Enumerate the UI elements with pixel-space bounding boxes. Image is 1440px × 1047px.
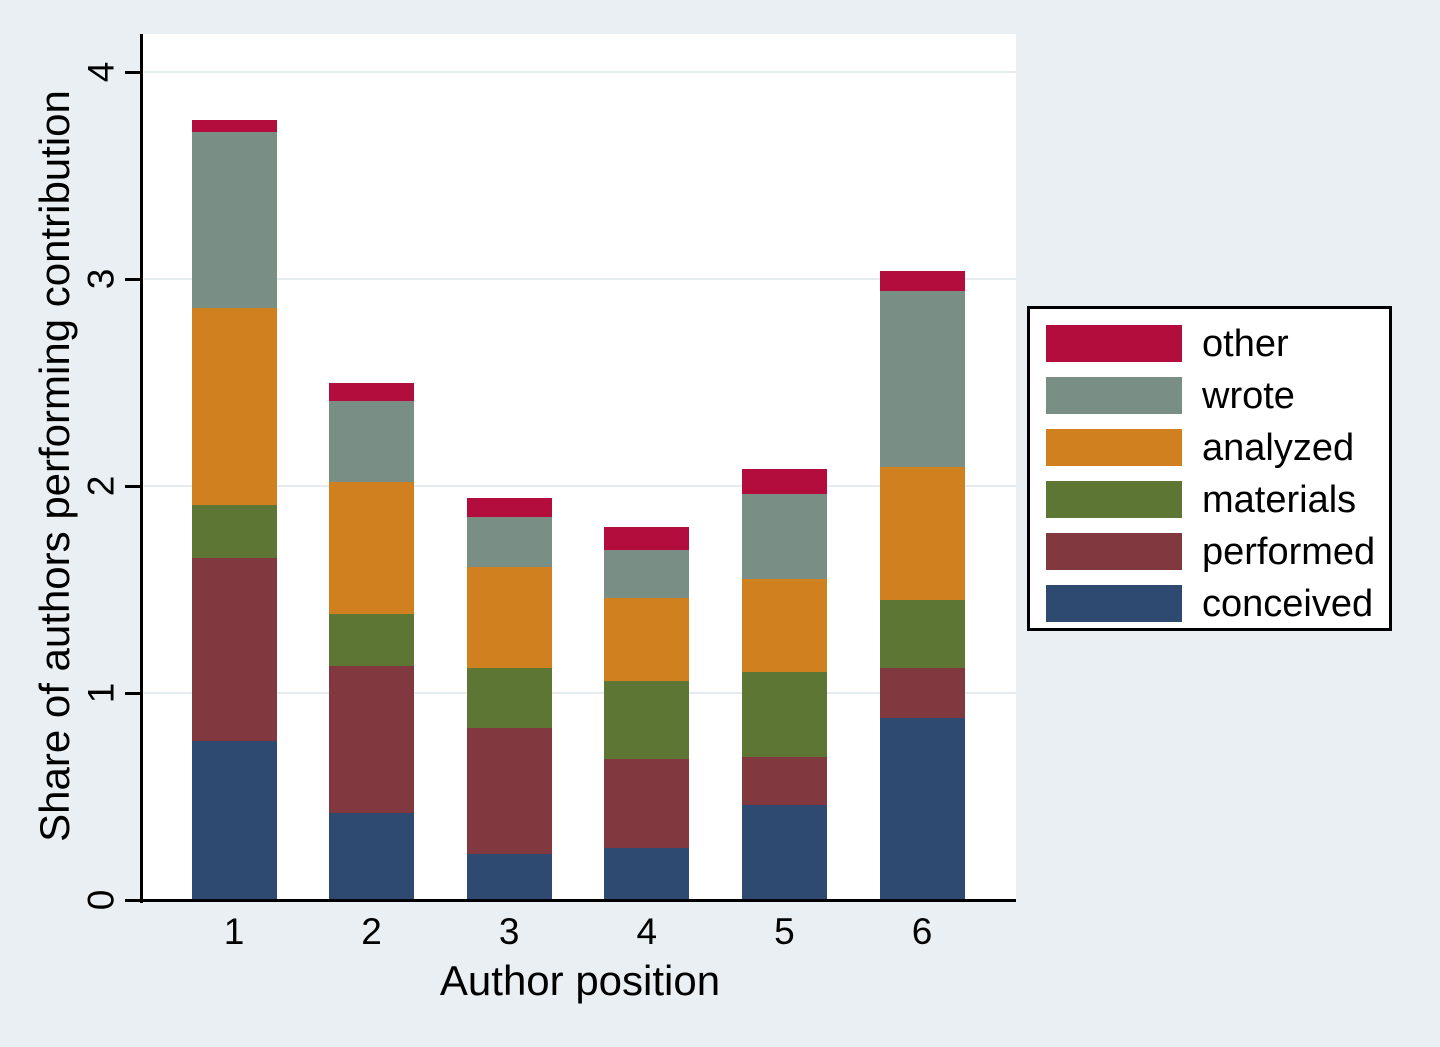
bar-6-segment-analyzed bbox=[879, 467, 965, 600]
legend-swatch-conceived bbox=[1046, 585, 1182, 622]
y-tick-label-3: 3 bbox=[80, 268, 122, 290]
bar-2-segment-conceived bbox=[329, 813, 415, 900]
y-tick-label-2: 2 bbox=[80, 475, 122, 497]
gridline-y-2 bbox=[144, 485, 1016, 487]
legend-label-analyzed: analyzed bbox=[1202, 426, 1355, 469]
y-tick-label-0: 0 bbox=[80, 889, 122, 911]
bar-5-segment-materials bbox=[741, 672, 827, 758]
x-tick-label-4: 4 bbox=[636, 911, 658, 952]
bar-4-segment-analyzed bbox=[604, 597, 690, 681]
x-tick-label-3: 3 bbox=[498, 911, 520, 952]
bar-2-segment-other bbox=[329, 382, 415, 402]
bar-4-segment-conceived bbox=[604, 848, 690, 900]
legend-swatch-performed bbox=[1046, 533, 1182, 570]
x-tick-label-2: 2 bbox=[361, 911, 382, 952]
bar-3-segment-other bbox=[466, 498, 552, 518]
bar-4-segment-wrote bbox=[604, 550, 690, 598]
plot-area bbox=[143, 34, 1016, 900]
legend-swatch-wrote bbox=[1046, 377, 1182, 414]
bar-6-segment-conceived bbox=[879, 717, 965, 900]
bar-1-segment-analyzed bbox=[191, 307, 277, 505]
legend-row-materials: materials bbox=[1030, 478, 1389, 521]
bar-2-segment-performed bbox=[329, 666, 415, 814]
bar-3-segment-conceived bbox=[466, 854, 552, 900]
gridline-y-4 bbox=[144, 71, 1016, 73]
x-tick-label-1: 1 bbox=[223, 911, 245, 952]
y-tick-4 bbox=[125, 70, 140, 74]
legend-swatch-materials bbox=[1046, 481, 1182, 518]
bar-3-segment-wrote bbox=[466, 517, 552, 567]
bar-2-segment-analyzed bbox=[329, 481, 415, 615]
bar-1-segment-conceived bbox=[191, 740, 277, 900]
bar-6-segment-materials bbox=[879, 599, 965, 669]
y-axis-line bbox=[140, 34, 143, 903]
legend-row-other: other bbox=[1030, 322, 1389, 365]
legend-label-other: other bbox=[1202, 322, 1289, 365]
y-tick-label-1: 1 bbox=[80, 682, 122, 704]
y-tick-1 bbox=[125, 691, 140, 695]
bar-3-segment-analyzed bbox=[466, 566, 552, 669]
bar-1-segment-wrote bbox=[191, 132, 277, 308]
bar-6-segment-other bbox=[879, 270, 965, 292]
x-tick-label-6: 6 bbox=[911, 911, 933, 952]
bar-3-segment-materials bbox=[466, 668, 552, 729]
y-tick-3 bbox=[125, 277, 140, 281]
legend-label-materials: materials bbox=[1202, 478, 1357, 521]
legend-row-performed: performed bbox=[1030, 530, 1389, 573]
legend-row-wrote: wrote bbox=[1030, 374, 1389, 417]
legend-swatch-analyzed bbox=[1046, 429, 1182, 466]
gridline-y-1 bbox=[144, 692, 1016, 694]
legend-swatch-other bbox=[1046, 325, 1182, 362]
y-tick-label-4: 4 bbox=[80, 61, 122, 83]
bar-3-segment-performed bbox=[466, 728, 552, 855]
bar-5-segment-conceived bbox=[741, 804, 827, 900]
bar-5-segment-wrote bbox=[741, 494, 827, 580]
bar-4-segment-performed bbox=[604, 759, 690, 849]
bar-5-segment-other bbox=[741, 469, 827, 495]
gridline-y-3 bbox=[144, 278, 1016, 280]
bar-5-segment-performed bbox=[741, 757, 827, 805]
bar-4-segment-other bbox=[604, 527, 690, 551]
legend: other wrote analyzed materials performed conc… bbox=[1027, 306, 1392, 631]
bar-6-segment-wrote bbox=[879, 291, 965, 468]
y-tick-0 bbox=[125, 898, 140, 902]
bar-1-segment-materials bbox=[191, 504, 277, 559]
bar-2-segment-wrote bbox=[329, 401, 415, 482]
bar-5-segment-analyzed bbox=[741, 579, 827, 673]
bar-1-segment-performed bbox=[191, 558, 277, 741]
bar-1-segment-other bbox=[191, 119, 277, 133]
bar-4-segment-materials bbox=[604, 680, 690, 760]
bar-6-segment-performed bbox=[879, 668, 965, 718]
legend-label-conceived: conceived bbox=[1202, 582, 1374, 625]
y-axis-title: Share of authors performing contribution bbox=[31, 90, 78, 842]
bar-2-segment-materials bbox=[329, 614, 415, 667]
x-axis-title: Author position bbox=[439, 957, 721, 1004]
y-tick-2 bbox=[125, 484, 140, 488]
legend-row-conceived: conceived bbox=[1030, 582, 1389, 625]
x-tick-label-5: 5 bbox=[774, 911, 795, 952]
legend-label-wrote: wrote bbox=[1202, 374, 1295, 417]
legend-label-performed: performed bbox=[1202, 530, 1376, 573]
x-axis-line bbox=[140, 899, 1016, 902]
legend-row-analyzed: analyzed bbox=[1030, 426, 1389, 469]
